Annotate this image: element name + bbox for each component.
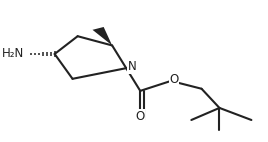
Text: O: O <box>136 110 145 123</box>
Text: N: N <box>128 60 136 73</box>
Text: O: O <box>169 73 178 86</box>
Polygon shape <box>92 27 112 45</box>
Text: H₂N: H₂N <box>2 47 24 60</box>
